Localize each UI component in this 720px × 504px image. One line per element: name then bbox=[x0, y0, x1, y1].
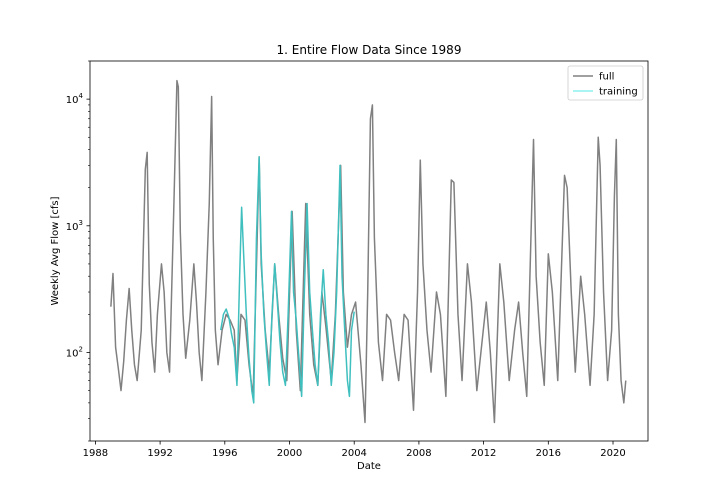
x-tick-label: 2008 bbox=[406, 448, 431, 459]
x-tick-label: 2020 bbox=[600, 448, 625, 459]
legend-label-training: training bbox=[599, 87, 638, 98]
x-tick-label: 2016 bbox=[536, 448, 561, 459]
y-tick-label: 104 bbox=[66, 92, 84, 106]
y-tick-label: 102 bbox=[66, 345, 83, 359]
x-tick-label: 2012 bbox=[471, 448, 496, 459]
series-line-training bbox=[219, 156, 355, 404]
y-axis-label: Weekly Avg Flow [cfs] bbox=[50, 196, 61, 305]
x-tick-label: 2000 bbox=[277, 448, 302, 459]
x-tick-label: 1988 bbox=[83, 448, 108, 459]
series-line-full bbox=[110, 79, 627, 424]
x-tick-label: 2004 bbox=[341, 448, 366, 459]
x-tick-label: 1996 bbox=[212, 448, 237, 459]
legend: full training bbox=[567, 65, 644, 101]
chart-title: 1. Entire Flow Data Since 1989 bbox=[277, 43, 462, 57]
x-axis-label: Date bbox=[357, 461, 381, 472]
y-tick-label: 103 bbox=[66, 219, 83, 233]
legend-label-full: full bbox=[599, 72, 614, 83]
plot-frame bbox=[89, 60, 649, 442]
x-tick-label: 1992 bbox=[147, 448, 172, 459]
